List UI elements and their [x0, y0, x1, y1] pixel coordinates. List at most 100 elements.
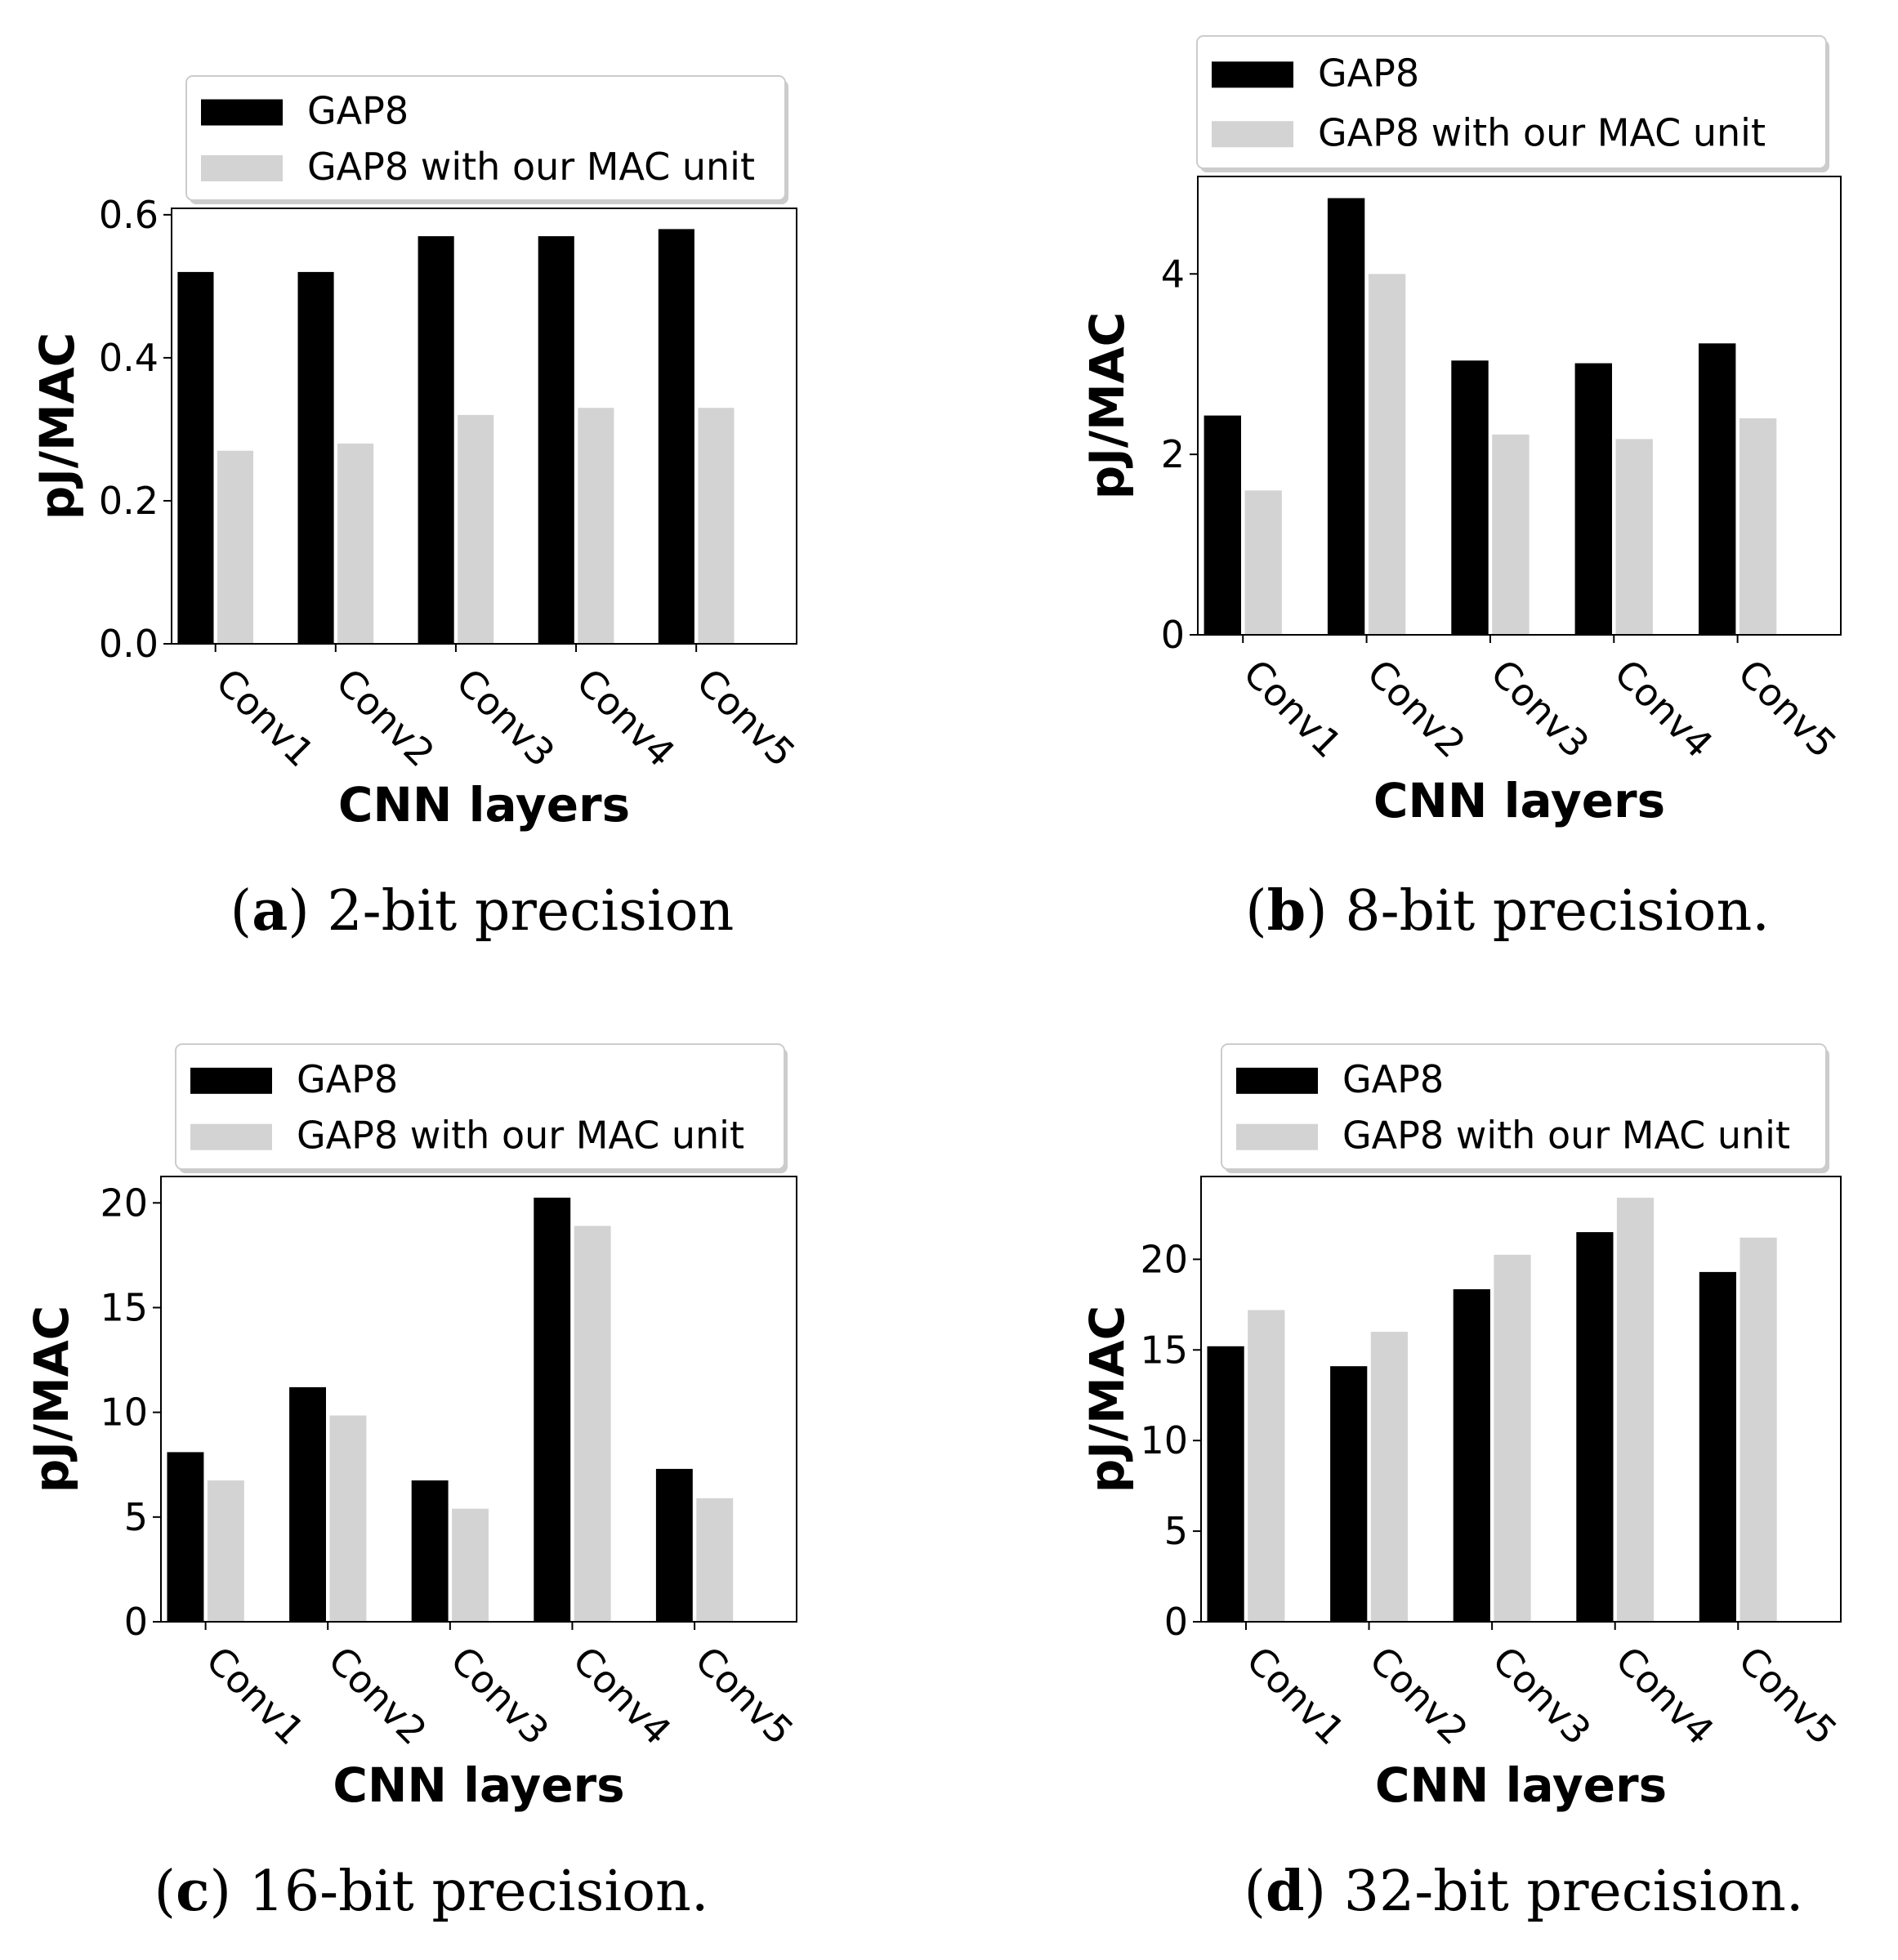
y-tick-label: 5: [1164, 1509, 1188, 1553]
x-axis-label: CNN layers: [333, 1757, 624, 1813]
x-tick-label: Conv3: [1482, 651, 1597, 766]
bar-conv4-gap8-mac: [1616, 1198, 1655, 1622]
x-axis-label: CNN layers: [1375, 1757, 1667, 1813]
y-tick-label: 2: [1161, 432, 1185, 476]
bar-conv3-gap8: [1451, 360, 1489, 635]
y-tick-label: 0: [1161, 613, 1185, 657]
y-tick-label: 20: [1140, 1237, 1188, 1281]
y-tick-label: 0: [1164, 1600, 1188, 1644]
bar-conv1-gap8-mac: [217, 450, 253, 644]
chart-panel-b: Conv1 Conv2 Conv3 Conv4 Conv5 0 2 4 pJ/MAC CNN la…: [1079, 35, 1845, 944]
bar-conv3-gap8: [418, 236, 454, 644]
bar-conv1-gap8-mac: [1244, 490, 1282, 635]
legend-swatch-gap8: [190, 1067, 272, 1094]
x-tick-label: Conv1: [1235, 651, 1350, 766]
legend-swatch-gap8-mac: [201, 154, 283, 181]
bar-conv3-gap8-mac: [1494, 1254, 1531, 1622]
bar-conv2-gap8-mac: [337, 443, 374, 644]
y-tick-label: 0: [124, 1600, 148, 1644]
plot-frame: [1200, 1176, 1842, 1623]
bar-conv2-gap8: [1327, 198, 1365, 635]
caption-paren-open: (: [230, 879, 252, 944]
y-tick-label: 0.0: [99, 622, 159, 666]
legend-swatch-gap8-mac: [190, 1123, 272, 1150]
plot-frame: [160, 1176, 797, 1623]
x-tick-label: Conv5: [688, 660, 803, 775]
caption-text: ) 32-bit precision.: [1305, 1860, 1804, 1924]
caption-text: ) 8-bit precision.: [1306, 879, 1770, 944]
x-tick-label: Conv5: [686, 1638, 802, 1753]
x-axis-label: CNN layers: [338, 777, 630, 833]
bar-conv5-gap8-mac: [1739, 1237, 1777, 1622]
y-tick-label: 20: [100, 1181, 148, 1225]
caption-paren-open: (: [154, 1860, 176, 1924]
caption-label: a: [252, 878, 288, 944]
caption-text: ) 16-bit precision.: [209, 1860, 708, 1924]
caption-paren-open: (: [1245, 879, 1267, 944]
bar-conv3-gap8-mac: [1492, 434, 1530, 635]
caption-paren-open: (: [1244, 1860, 1266, 1924]
bar-conv2-gap8: [289, 1386, 326, 1622]
y-tick-label: 15: [1140, 1328, 1188, 1372]
bar-conv3-gap8-mac: [458, 414, 494, 644]
legend: GAP8 GAP8 with our MAC unit: [175, 1043, 788, 1173]
bar-conv2-gap8: [1330, 1366, 1368, 1622]
bar-conv5-gap8: [655, 1468, 693, 1622]
bar-conv4-gap8-mac: [1615, 439, 1653, 635]
caption-label: c: [176, 1859, 209, 1924]
bar-conv5-gap8-mac: [698, 408, 735, 644]
bar-conv5-gap8: [1699, 1271, 1736, 1622]
legend-box: [175, 1043, 785, 1170]
chart-panel-a: Conv1 Conv2 Conv3 Conv4 Conv5 0.0 0.2 0.4 0.6 pJ/…: [29, 75, 804, 944]
bar-conv1-gap8-mac: [207, 1480, 244, 1622]
bar-conv3-gap8-mac: [452, 1508, 489, 1622]
legend-label-gap8-mac: GAP8 with our MAC unit: [297, 1114, 744, 1158]
y-axis-label: pJ/MAC: [1079, 312, 1135, 499]
bar-conv1-gap8-mac: [1248, 1310, 1285, 1622]
x-axis-label: CNN layers: [1373, 773, 1665, 828]
bar-conv4-gap8: [1576, 1232, 1614, 1622]
bar-conv4-gap8-mac: [578, 408, 614, 644]
bar-conv5-gap8: [658, 229, 694, 644]
bar-conv1-gap8: [1204, 415, 1241, 635]
y-axis-label: pJ/MAC: [24, 1306, 79, 1493]
legend-label-gap8: GAP8: [297, 1057, 398, 1101]
bar-conv1-gap8: [177, 271, 214, 644]
caption-label: b: [1267, 878, 1306, 944]
x-tick-label: Conv2: [328, 660, 443, 775]
legend-label-gap8: GAP8: [307, 89, 409, 133]
bar-conv4-gap8-mac: [574, 1226, 611, 1622]
bar-conv3-gap8: [411, 1480, 449, 1622]
panel-caption: (b) 8-bit precision.: [1245, 878, 1770, 944]
panel-caption: (c) 16-bit precision.: [154, 1859, 709, 1924]
legend-swatch-gap8-mac: [1212, 121, 1293, 148]
plot-frame: [171, 208, 797, 645]
bar-conv1-gap8: [167, 1452, 204, 1622]
bar-conv2-gap8-mac: [1370, 1332, 1408, 1622]
x-tick-label: Conv4: [565, 1638, 680, 1753]
legend-label-gap8: GAP8: [1318, 51, 1419, 95]
x-tick-label: Conv2: [1359, 651, 1474, 766]
panel-caption: (a) 2-bit precision: [230, 878, 735, 944]
legend-box: [185, 75, 786, 201]
legend-label-gap8-mac: GAP8 with our MAC unit: [1342, 1114, 1790, 1158]
legend-label-gap8: GAP8: [1342, 1057, 1444, 1101]
y-axis-label: pJ/MAC: [29, 333, 85, 520]
y-tick-label: 15: [100, 1285, 148, 1329]
x-tick-label: Conv3: [448, 660, 563, 775]
y-tick-label: 10: [1140, 1418, 1188, 1462]
plot-frame: [1197, 176, 1842, 636]
y-axis-label: pJ/MAC: [1079, 1306, 1135, 1493]
y-tick-label: 0.2: [99, 479, 159, 523]
x-tick-label: Conv5: [1730, 1638, 1845, 1753]
bar-conv4-gap8: [538, 236, 574, 644]
legend-label-gap8-mac: GAP8 with our MAC unit: [307, 145, 755, 189]
x-tick-label: Conv1: [198, 1638, 313, 1753]
x-tick-label: Conv4: [1607, 1638, 1722, 1753]
y-tick-label: 5: [124, 1495, 148, 1539]
bar-conv2-gap8-mac: [329, 1415, 367, 1622]
legend-swatch-gap8: [1212, 61, 1293, 88]
x-tick-label: Conv2: [319, 1638, 435, 1753]
